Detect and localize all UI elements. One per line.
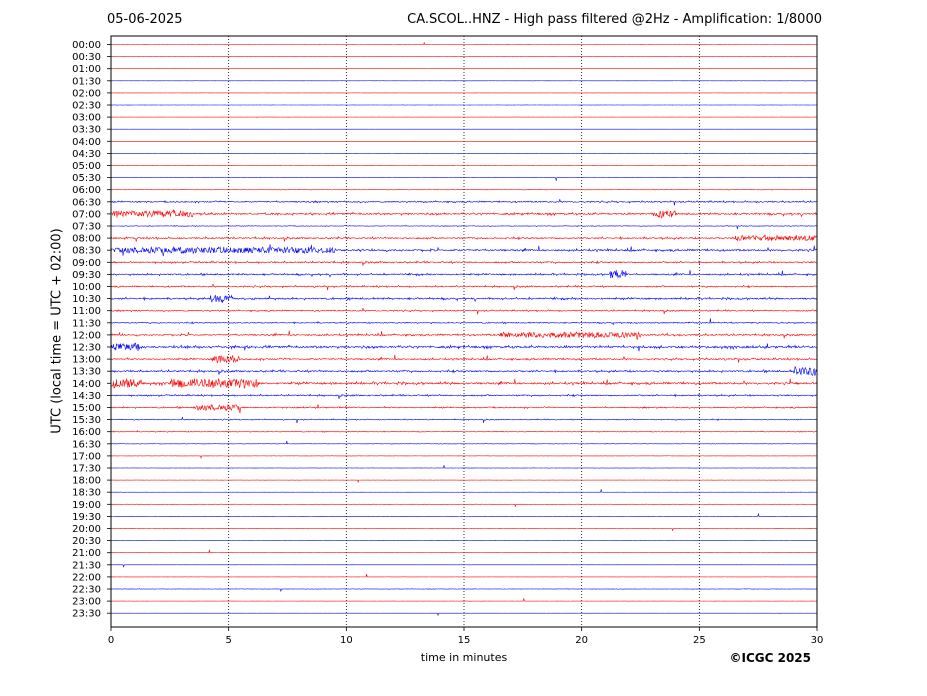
y-tick-label: 09:30	[72, 270, 101, 281]
trace-2230	[110, 588, 817, 593]
y-tick-label: 17:30	[72, 464, 101, 475]
trace-1800	[110, 479, 817, 484]
y-tick-label: 14:00	[72, 379, 101, 390]
trace-2130	[110, 564, 817, 568]
y-tick-label: 21:30	[72, 560, 101, 571]
y-tick-label: 08:30	[72, 246, 101, 257]
y-tick-label: 06:30	[72, 197, 101, 208]
y-tick-label: 22:30	[72, 585, 101, 596]
y-tick-label: 22:00	[72, 572, 101, 583]
y-tick-label: 23:00	[72, 597, 101, 608]
date-label: 05-06-2025	[107, 12, 183, 27]
trace-1600	[110, 429, 817, 433]
trace-1100	[110, 307, 817, 315]
y-tick-label: 23:30	[72, 609, 101, 620]
y-tick-label: 04:00	[72, 137, 101, 148]
trace-0900	[110, 260, 817, 266]
y-tick-label: 08:00	[72, 234, 101, 245]
trace-1030	[110, 294, 817, 304]
y-tick-label: 18:30	[72, 488, 101, 499]
y-tick-label: 09:00	[72, 258, 101, 269]
trace-2000	[110, 528, 817, 532]
y-tick-label: 02:30	[72, 101, 101, 112]
trace-0830	[110, 244, 817, 257]
y-tick-label: 16:30	[72, 439, 101, 450]
trace-1930	[110, 513, 817, 517]
y-tick-label: 12:30	[72, 343, 101, 354]
x-tick-label: 25	[693, 635, 706, 646]
trace-1830	[110, 489, 817, 493]
trace-2330	[110, 612, 817, 617]
y-tick-label: 07:30	[72, 222, 101, 233]
x-tick-label: 30	[811, 635, 824, 646]
y-tick-label: 03:30	[72, 125, 101, 136]
trace-0700	[110, 209, 817, 219]
trace-1230	[110, 342, 817, 352]
plot-frame	[110, 35, 818, 628]
y-tick-label: 18:00	[72, 476, 101, 487]
copyright-label: ©ICGC 2025	[729, 651, 811, 665]
trace-1330	[110, 365, 817, 377]
trace-2200	[110, 573, 817, 578]
trace-1730	[110, 465, 817, 469]
x-tick-label: 10	[340, 635, 353, 646]
y-tick-label: 19:30	[72, 512, 101, 523]
trace-1530	[110, 416, 817, 424]
y-tick-label: 17:00	[72, 451, 101, 462]
y-tick-label: 20:00	[72, 524, 101, 535]
y-tick-label: 10:30	[72, 294, 101, 305]
trace-2100	[110, 549, 817, 554]
trace-1430	[110, 393, 817, 399]
y-tick-label: 00:00	[72, 40, 101, 51]
trace-1200	[110, 330, 817, 340]
x-tick-label: 20	[575, 635, 588, 646]
trace-1300	[110, 354, 817, 364]
y-tick-label: 00:30	[72, 52, 101, 63]
y-tick-label: 11:00	[72, 306, 101, 317]
trace-1130	[110, 318, 817, 326]
y-tick-label: 11:30	[72, 318, 101, 329]
trace-1630	[110, 440, 817, 445]
y-tick-label: 02:00	[72, 88, 101, 99]
y-tick-label: 13:00	[72, 355, 101, 366]
trace-0730	[110, 224, 817, 230]
trace-1000	[110, 283, 817, 291]
trace-1500	[110, 403, 817, 414]
y-tick-label: 19:00	[72, 500, 101, 511]
chart-title: CA.SCOL..HNZ - High pass filtered @2Hz -…	[407, 12, 822, 27]
trace-1900	[110, 503, 817, 508]
trace-1700	[110, 455, 817, 459]
trace-2300	[110, 598, 817, 602]
trace-0630	[110, 199, 817, 206]
trace-0800	[110, 234, 817, 242]
y-tick-label: 05:00	[72, 161, 101, 172]
y-tick-label: 01:30	[72, 76, 101, 87]
y-tick-label: 20:30	[72, 536, 101, 547]
y-tick-label: 04:30	[72, 149, 101, 160]
y-tick-label: 16:00	[72, 427, 101, 438]
x-tick-label: 0	[108, 635, 114, 646]
x-tick-label: 5	[225, 635, 231, 646]
trace-0530	[110, 177, 817, 181]
trace-0600	[110, 188, 817, 191]
y-tick-label: 10:00	[72, 282, 101, 293]
y-tick-label: 14:30	[72, 391, 101, 402]
y-tick-label: 15:30	[72, 415, 101, 426]
trace-1400	[110, 377, 817, 389]
y-tick-label: 12:00	[72, 330, 101, 341]
y-tick-label: 03:00	[72, 113, 101, 124]
y-tick-label: 13:30	[72, 367, 101, 378]
y-tick-label: 15:00	[72, 403, 101, 414]
y-tick-label: 05:30	[72, 173, 101, 184]
y-tick-label: 21:00	[72, 548, 101, 559]
y-tick-label: 07:00	[72, 209, 101, 220]
x-tick-label: 15	[458, 635, 471, 646]
x-axis-label: time in minutes	[420, 651, 508, 664]
y-tick-label: 06:00	[72, 185, 101, 196]
trace-0000	[110, 41, 817, 45]
y-tick-label: 01:00	[72, 64, 101, 75]
trace-0930	[110, 269, 817, 279]
